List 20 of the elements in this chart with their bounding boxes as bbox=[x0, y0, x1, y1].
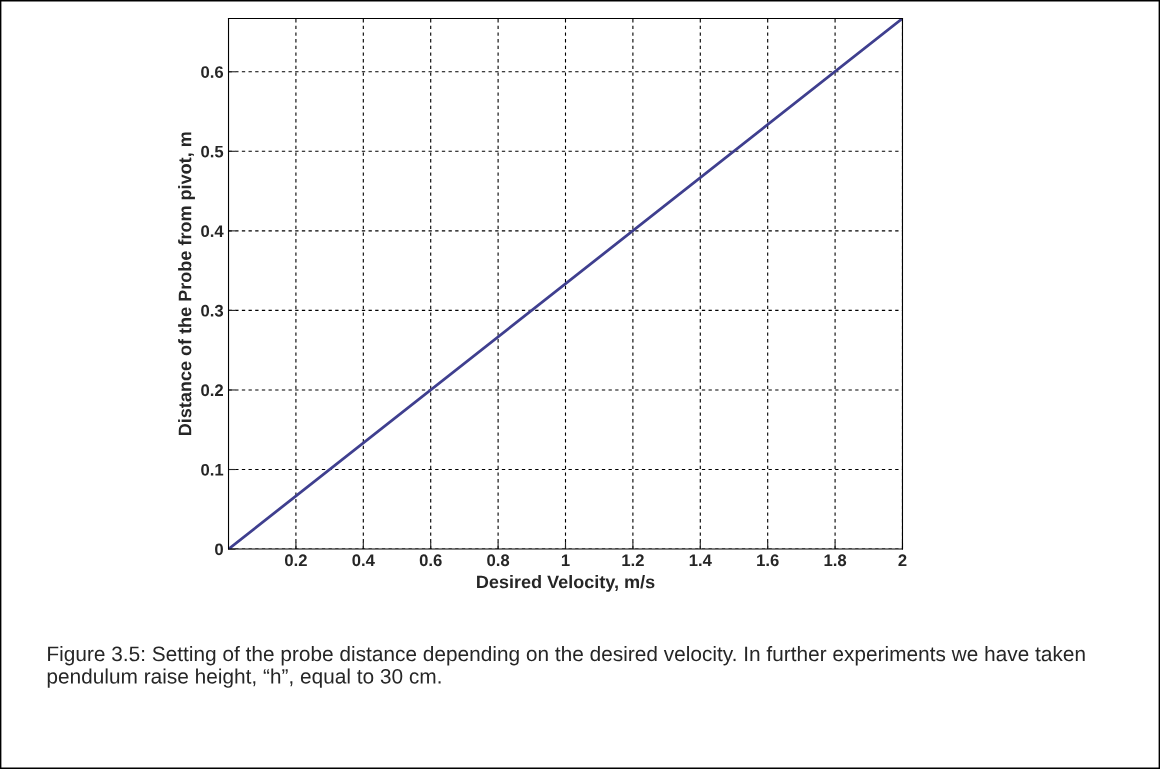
y-axis-title: Distance of the Probe from pivot, m bbox=[178, 132, 195, 436]
y-tick-label: 0.1 bbox=[201, 463, 224, 476]
caption: Figure 3.5: Setting of the probe distance depending on the desired velocity. In further experiments we have taken pendulum raise height, “h”, equal to 30 cm. bbox=[47, 645, 1085, 688]
y-tick-label: 0.5 bbox=[201, 145, 224, 158]
x-tick-label: 1.8 bbox=[824, 554, 847, 567]
y-tick-label: 0.3 bbox=[201, 304, 224, 317]
x-tick-label: 1 bbox=[561, 554, 570, 567]
x-tick-label: 2 bbox=[898, 554, 907, 567]
x-tick-label: 1.6 bbox=[757, 554, 779, 567]
y-tick-label: 0.6 bbox=[201, 66, 224, 78]
x-tick-label: 0.8 bbox=[487, 554, 510, 567]
x-tick-label: 0.2 bbox=[284, 554, 307, 567]
x-tick-label: 0.6 bbox=[419, 554, 442, 567]
y-tick-label: 0.4 bbox=[201, 225, 224, 238]
x-tick-label: 1.4 bbox=[689, 554, 712, 567]
y-tick-label: 0.2 bbox=[201, 384, 223, 397]
y-tick-label: 0 bbox=[215, 543, 223, 556]
x-axis-title: Desired Velocity, m/s bbox=[477, 575, 655, 592]
x-tick-label: 1.2 bbox=[622, 554, 644, 567]
x-tick-label: 0.4 bbox=[352, 554, 375, 567]
